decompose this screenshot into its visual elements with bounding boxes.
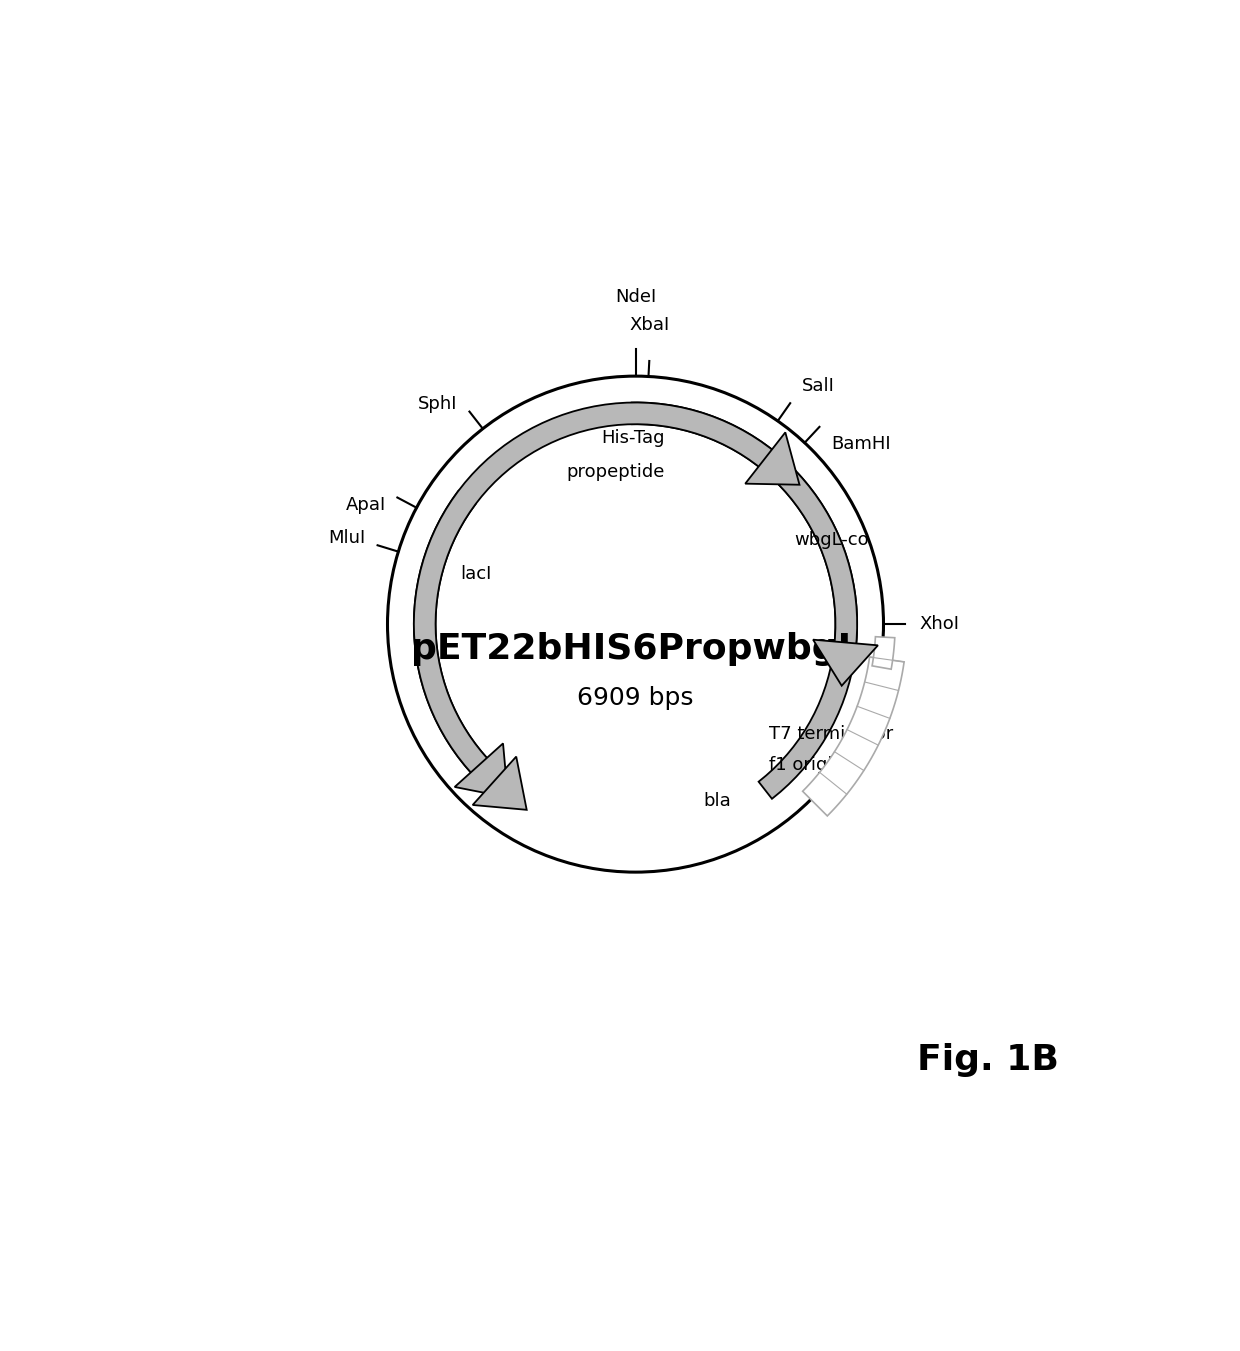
- Text: pET22bHIS6PropwbgL: pET22bHIS6PropwbgL: [410, 632, 861, 666]
- Text: T7 terminator: T7 terminator: [769, 725, 893, 743]
- Polygon shape: [769, 459, 857, 643]
- Text: XbaI: XbaI: [629, 316, 670, 334]
- Polygon shape: [414, 490, 487, 773]
- Polygon shape: [631, 403, 773, 466]
- Polygon shape: [472, 757, 527, 809]
- Text: NdeI: NdeI: [615, 288, 656, 307]
- Text: 6909 bps: 6909 bps: [578, 686, 693, 709]
- Text: MluI: MluI: [329, 528, 366, 547]
- Polygon shape: [872, 636, 895, 669]
- Polygon shape: [813, 639, 878, 686]
- Text: wbgL-co: wbgL-co: [795, 531, 869, 550]
- Polygon shape: [455, 743, 508, 797]
- Polygon shape: [745, 432, 800, 485]
- Text: XhoI: XhoI: [919, 615, 960, 634]
- Text: SphI: SphI: [418, 394, 458, 413]
- Text: Fig. 1B: Fig. 1B: [918, 1043, 1059, 1077]
- Text: bla: bla: [703, 792, 730, 809]
- Polygon shape: [414, 403, 857, 798]
- Text: ApaI: ApaI: [346, 496, 386, 515]
- Text: BamHI: BamHI: [831, 435, 890, 453]
- Text: f1 origin: f1 origin: [769, 757, 843, 774]
- Text: His-Tag: His-Tag: [601, 430, 665, 447]
- Text: SalI: SalI: [802, 377, 835, 396]
- Text: lacI: lacI: [461, 565, 492, 582]
- Polygon shape: [802, 657, 904, 816]
- Text: propeptide: propeptide: [567, 463, 665, 481]
